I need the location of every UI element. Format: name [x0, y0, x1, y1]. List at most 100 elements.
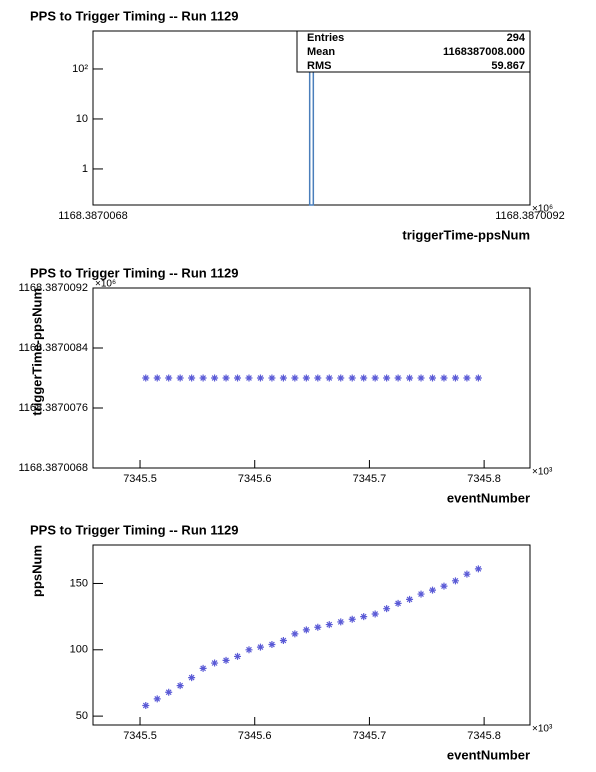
y-axis-label: triggerTime-ppsNum: [29, 288, 44, 416]
marker: [314, 374, 322, 382]
marker: [302, 626, 310, 634]
marker: [279, 637, 287, 645]
y-tick-label: 10: [76, 113, 88, 125]
marker: [291, 630, 299, 638]
x-tick-label: 7345.7: [353, 473, 387, 485]
marker: [337, 618, 345, 626]
marker: [417, 590, 425, 598]
marker: [429, 586, 437, 594]
marker: [176, 682, 184, 690]
y-tick-label: 10²: [72, 63, 88, 75]
marker: [199, 664, 207, 672]
y-exponent: ×10⁶: [95, 279, 116, 290]
y-tick-label: 1168.3870068: [18, 462, 88, 474]
marker: [291, 374, 299, 382]
x-exponent: ×10⁶: [532, 204, 553, 215]
marker: [348, 374, 356, 382]
marker: [474, 565, 482, 573]
marker: [360, 374, 368, 382]
y-tick-label: 150: [70, 577, 88, 589]
marker: [165, 688, 173, 696]
marker: [463, 570, 471, 578]
marker: [268, 374, 276, 382]
marker: [474, 374, 482, 382]
x-exponent: ×10³: [532, 467, 553, 478]
marker: [337, 374, 345, 382]
marker: [165, 374, 173, 382]
marker: [279, 374, 287, 382]
x-tick-label: 7345.5: [123, 473, 157, 485]
marker: [256, 643, 264, 651]
x-tick-label: 7345.6: [238, 730, 272, 742]
marker: [153, 374, 161, 382]
chart-title: PPS to Trigger Timing -- Run 1129: [30, 8, 239, 23]
marker: [188, 374, 196, 382]
marker: [371, 610, 379, 618]
plot-frame: [92, 287, 531, 469]
x-axis-label: eventNumber: [447, 490, 530, 505]
x-tick-label: 7345.7: [353, 730, 387, 742]
y-tick-label: 1168.3870076: [18, 402, 88, 414]
stats-name: Entries: [307, 32, 344, 44]
marker: [211, 659, 219, 667]
marker: [429, 374, 437, 382]
marker: [325, 621, 333, 629]
stats-value: 59.867: [491, 60, 525, 72]
marker: [142, 702, 150, 710]
marker: [394, 599, 402, 607]
marker: [245, 646, 253, 654]
chart-title: PPS to Trigger Timing -- Run 1129: [30, 522, 239, 537]
y-tick-label: 100: [70, 644, 88, 656]
marker: [314, 623, 322, 631]
marker: [348, 615, 356, 623]
marker: [406, 374, 414, 382]
x-axis-label: eventNumber: [447, 747, 530, 762]
stats-value: 1168387008.000: [443, 46, 525, 58]
marker: [451, 577, 459, 585]
marker: [463, 374, 471, 382]
marker: [222, 374, 230, 382]
x-tick-label: 1168.3870092: [495, 210, 565, 222]
marker: [188, 674, 196, 682]
marker: [268, 640, 276, 648]
stats-value: 294: [507, 32, 526, 44]
stats-name: Mean: [307, 46, 335, 58]
marker: [176, 374, 184, 382]
marker: [360, 613, 368, 621]
x-tick-label: 1168.3870068: [58, 210, 128, 222]
marker: [451, 374, 459, 382]
marker: [302, 374, 310, 382]
marker: [245, 374, 253, 382]
y-axis-label: ppsNum: [29, 545, 44, 597]
x-exponent: ×10³: [532, 724, 553, 735]
chart-title: PPS to Trigger Timing -- Run 1129: [30, 265, 239, 280]
stats-box: [296, 30, 531, 73]
marker: [199, 374, 207, 382]
marker: [440, 582, 448, 590]
marker: [256, 374, 264, 382]
x-axis-label: triggerTime-ppsNum: [402, 227, 530, 242]
marker: [440, 374, 448, 382]
x-tick-label: 7345.8: [467, 730, 501, 742]
marker: [383, 374, 391, 382]
y-tick-label: 1: [82, 163, 88, 175]
marker: [394, 374, 402, 382]
plot-frame: [92, 544, 531, 726]
x-tick-label: 7345.6: [238, 473, 272, 485]
marker: [234, 652, 242, 660]
x-tick-label: 7345.5: [123, 730, 157, 742]
marker: [234, 374, 242, 382]
x-tick-label: 7345.8: [467, 473, 501, 485]
marker: [211, 374, 219, 382]
y-tick-label: 1168.3870084: [18, 342, 88, 354]
marker: [383, 605, 391, 613]
marker: [406, 595, 414, 603]
y-tick-label: 1168.3870092: [18, 282, 88, 294]
marker: [222, 656, 230, 664]
marker: [142, 374, 150, 382]
y-tick-label: 50: [76, 710, 88, 722]
stats-name: RMS: [307, 60, 331, 72]
marker: [325, 374, 333, 382]
marker: [153, 695, 161, 703]
